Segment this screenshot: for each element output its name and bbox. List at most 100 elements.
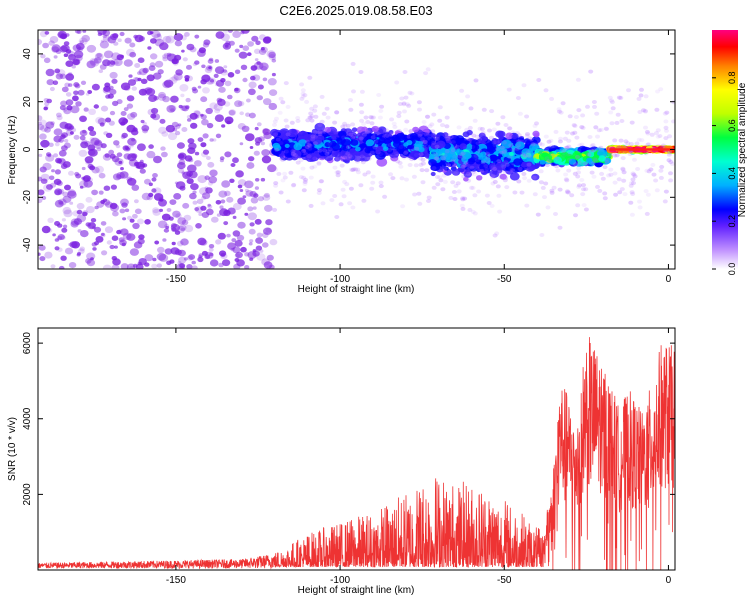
spectrogram-point xyxy=(232,30,241,38)
spectrogram-halo-point xyxy=(358,183,364,188)
spectrogram-point xyxy=(165,124,175,133)
spectrogram-halo-point xyxy=(662,111,668,116)
spectrogram-point xyxy=(162,35,172,44)
spectrogram-point xyxy=(515,141,525,150)
spectrogram-point xyxy=(86,259,96,267)
spectrogram-point xyxy=(242,77,248,83)
spectrogram-halo-point xyxy=(489,203,495,208)
spectrogram-point xyxy=(334,156,341,162)
spectrogram-halo-point xyxy=(450,158,456,163)
spectrogram-point xyxy=(190,183,199,191)
spectrogram-halo-point xyxy=(465,171,471,176)
spectrogram-halo-point xyxy=(625,141,631,146)
spectrogram-point xyxy=(171,59,178,64)
spectrogram-halo-point xyxy=(610,106,616,111)
spectrogram-point xyxy=(100,105,109,112)
spectrogram-halo-point xyxy=(442,179,448,184)
spectrogram-point xyxy=(43,106,48,111)
spectrogram-point xyxy=(52,233,56,237)
spectrogram-point xyxy=(219,156,225,161)
spectrogram-point xyxy=(107,36,117,44)
spectrogram-halo-point xyxy=(361,198,367,203)
spectrogram-halo-point xyxy=(316,160,322,165)
spectrogram-halo-point xyxy=(368,115,374,120)
spectrogram-point xyxy=(155,60,164,68)
spectrogram-point xyxy=(118,229,123,233)
spectrogram-halo-point xyxy=(413,163,419,168)
spectrogram-halo-point xyxy=(411,174,417,179)
spectrogram-point xyxy=(342,146,349,152)
spectrogram-halo-point xyxy=(577,160,583,165)
spectrogram-halo-point xyxy=(319,94,325,99)
spectrogram-halo-point xyxy=(614,153,620,158)
spectrogram-point xyxy=(357,134,363,140)
spectrogram-halo-point xyxy=(522,154,528,159)
spectrogram-point xyxy=(531,173,540,181)
spectrogram-point xyxy=(69,241,78,249)
spectrogram-halo-point xyxy=(510,130,516,135)
spectrogram-point xyxy=(180,35,187,41)
spectrogram-point xyxy=(200,205,207,211)
spectrogram-point xyxy=(228,109,237,116)
spectrogram-point xyxy=(66,105,73,111)
spectrogram-halo-point xyxy=(668,178,674,183)
spectrogram-halo-point xyxy=(603,126,609,131)
spectrogram-point xyxy=(69,131,74,135)
spectrogram-halo-point xyxy=(506,126,512,131)
spectrogram-point xyxy=(40,139,50,148)
spectrogram-halo-point xyxy=(350,135,356,140)
spectrogram-halo-point xyxy=(544,156,550,161)
spectrogram-point xyxy=(91,242,98,247)
spectrogram-halo-point xyxy=(300,94,306,99)
spectrogram-point xyxy=(197,49,206,57)
spectrogram-halo-point xyxy=(295,160,301,165)
spectrogram-halo-point xyxy=(491,127,497,132)
spectrogram-halo-point xyxy=(363,115,369,120)
colorbar-gradient xyxy=(712,30,738,269)
spectrogram-halo-point xyxy=(389,132,395,137)
spectrogram-point xyxy=(109,60,116,65)
spectrogram-point xyxy=(99,40,109,49)
spectrogram-halo-point xyxy=(532,123,538,128)
spectrogram-halo-point xyxy=(576,149,582,154)
spectrogram-halo-point xyxy=(308,111,314,116)
spectrogram-point xyxy=(173,193,182,200)
spectrogram-point xyxy=(195,223,202,229)
spectrogram-point xyxy=(103,50,114,59)
spectrogram-halo-point xyxy=(392,124,398,129)
spectrogram-halo-point xyxy=(290,149,296,154)
spectrogram-halo-point xyxy=(375,126,381,131)
spectrogram-halo-point xyxy=(643,125,648,130)
spectrogram-point xyxy=(93,226,102,233)
spectrogram-point xyxy=(142,121,147,126)
spectrogram-point xyxy=(127,113,136,120)
spectrogram-halo-point xyxy=(466,178,472,183)
spectrogram-halo-point xyxy=(440,123,445,128)
spectrogram-point xyxy=(178,104,183,109)
spectrogram-point xyxy=(225,40,231,45)
spectrogram-halo-point xyxy=(417,201,423,206)
spectrogram-point xyxy=(83,179,93,188)
spectrogram-point xyxy=(184,155,193,162)
spectrogram-halo-point xyxy=(632,157,637,162)
spectrogram-point xyxy=(122,118,129,124)
spectrogram-point xyxy=(186,43,195,51)
spectrogram-halo-point xyxy=(576,160,582,165)
spectrogram-halo-point xyxy=(355,170,361,175)
spectrogram-halo-point xyxy=(272,207,278,212)
spectrogram-point xyxy=(132,263,138,268)
spectrogram-halo-point xyxy=(632,174,638,179)
spectrogram-halo-point xyxy=(663,125,669,130)
spectrogram-halo-point xyxy=(497,170,503,175)
spectrogram-halo-point xyxy=(355,159,360,164)
spectrogram-halo-point xyxy=(340,187,346,192)
spectrogram-point xyxy=(305,153,316,163)
spectrogram-point xyxy=(205,208,214,216)
spectrogram-point xyxy=(49,86,55,92)
spectrogram-halo-point xyxy=(289,120,295,125)
spectrogram-halo-point xyxy=(592,104,597,109)
spectrogram-point xyxy=(233,87,241,94)
spectrogram-point xyxy=(177,152,187,160)
spectrogram-halo-point xyxy=(573,213,578,218)
